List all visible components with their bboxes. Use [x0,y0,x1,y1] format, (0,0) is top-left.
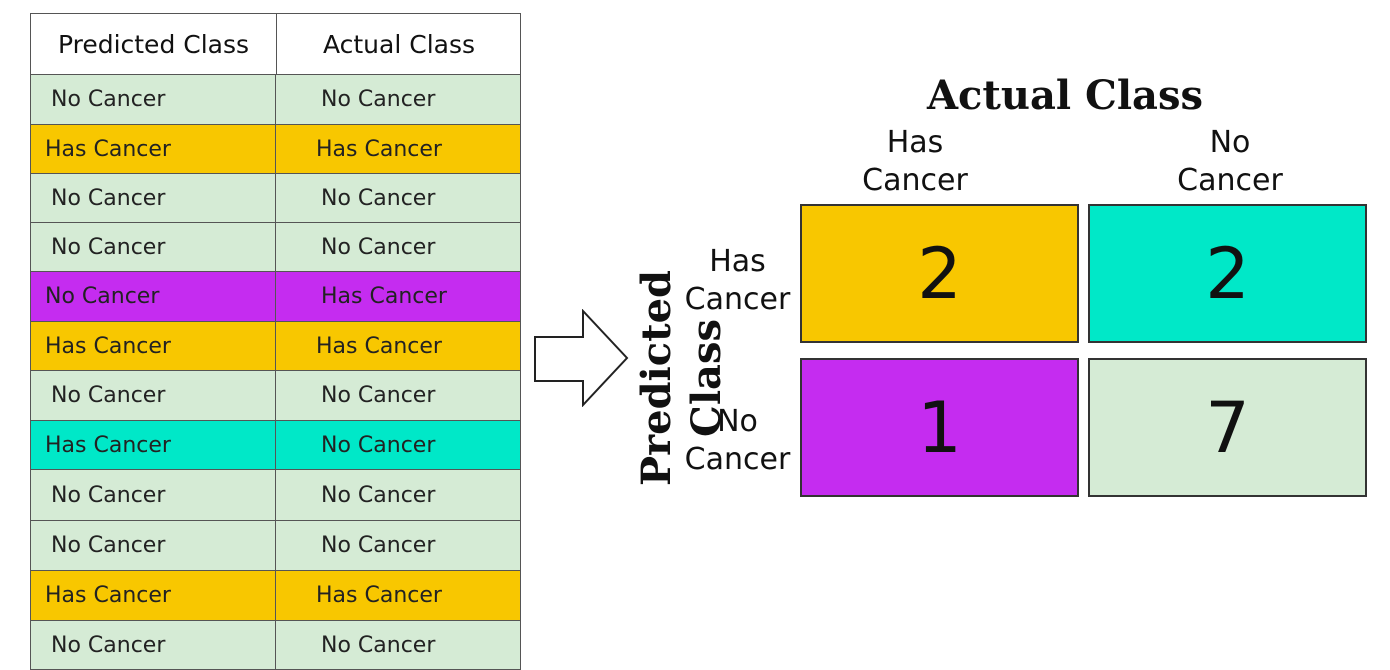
cell-actual: No Cancer [321,383,436,408]
cell-actual: No Cancer [321,185,436,211]
col-label-has-line2: Cancer [862,163,968,198]
cell-true-negative: 7 [1088,358,1367,497]
cell-predicted: No Cancer [31,75,276,124]
cell-predicted: Has Cancer [31,571,276,620]
table-row: No Cancer No Cancer [31,75,520,125]
table-body: No Cancer No Cancer Has Cancer Has Cancer No… [31,75,520,669]
cell-predicted: No Cancer [31,272,276,321]
row-label-no-line1: No [717,404,758,439]
col-label-has-line1: Has [886,125,944,160]
table-row: No Cancer No Cancer [31,521,520,571]
cell-actual: No Cancer [321,234,436,260]
cell-actual: Has Cancer [321,284,447,309]
cell-predicted: No Cancer [31,621,276,669]
table-row: Has Cancer Has Cancer [31,571,520,621]
table-row: No Cancer No Cancer [31,621,520,669]
cell-actual: No Cancer [321,632,436,658]
table-row: No Cancer No Cancer [31,470,520,521]
cell-false-positive: 2 [1088,204,1367,343]
table-row: No Cancer No Cancer [31,223,520,272]
actual-class-title: Actual Class [927,72,1203,119]
table-row: Has Cancer Has Cancer [31,125,520,174]
table-row: No Cancer Has Cancer [31,272,520,322]
table-row: No Cancer No Cancer [31,371,520,421]
col-label-no-cancer: No Cancer [1130,124,1330,200]
cell-false-negative: 1 [800,358,1079,497]
cell-actual: Has Cancer [316,333,442,359]
row-label-no-line2: Cancer [684,442,791,477]
col-label-has-cancer: Has Cancer [815,124,1015,200]
cell-predicted: No Cancer [31,174,276,222]
header-actual-class: Actual Class [322,29,476,59]
row-label-has-line1: Has [709,244,766,279]
cell-actual: Has Cancer [316,136,442,162]
col-label-no-line2: Cancer [1177,163,1283,198]
cell-predicted: Has Cancer [31,421,276,469]
cell-actual: Has Cancer [316,583,442,608]
classification-table: Predicted Class Actual Class No Cancer No… [30,13,521,670]
cell-predicted: Has Cancer [31,125,276,173]
col-label-no-line1: No [1209,125,1251,160]
cell-actual: No Cancer [321,87,436,112]
row-label-no-cancer: No Cancer [675,403,800,479]
cell-predicted: No Cancer [31,521,276,570]
cell-predicted: No Cancer [31,371,276,420]
table-row: No Cancer No Cancer [31,174,520,223]
cell-predicted: No Cancer [31,223,276,271]
table-row: Has Cancer Has Cancer [31,322,520,371]
cell-true-positive: 2 [800,204,1079,343]
row-label-has-line2: Cancer [684,282,791,317]
cell-actual: No Cancer [321,533,436,558]
table-header: Predicted Class Actual Class [31,14,520,75]
cell-predicted: No Cancer [31,470,276,520]
header-predicted-class: Predicted Class [31,14,277,74]
cell-actual: No Cancer [321,432,436,458]
cell-actual: No Cancer [321,482,436,508]
table-row: Has Cancer No Cancer [31,421,520,470]
cell-predicted: Has Cancer [31,322,276,370]
row-label-has-cancer: Has Cancer [675,243,800,319]
right-arrow-icon [534,309,629,407]
